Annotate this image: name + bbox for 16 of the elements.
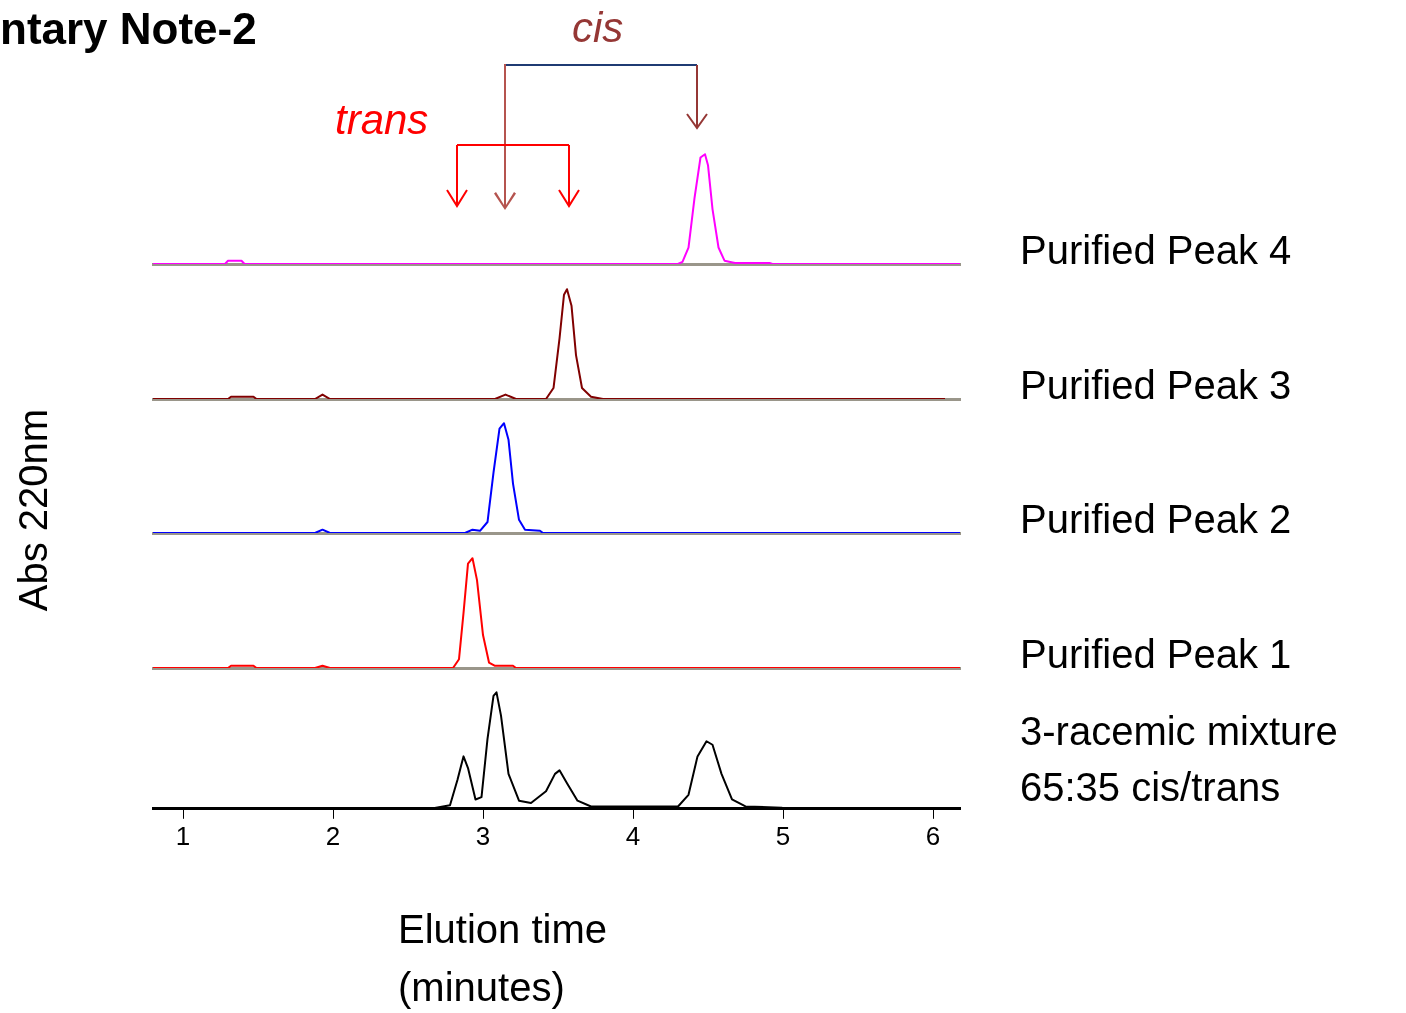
series-label: 3-racemic mixture 65:35 cis/trans	[1020, 708, 1339, 811]
text: cis	[572, 4, 624, 52]
y-axis-title: Abs 220nm	[10, 408, 56, 612]
series-label: Purified Peak 2	[1020, 496, 1293, 543]
x-tick-label: 5	[775, 820, 791, 851]
series-label: Purified Peak 1	[1020, 630, 1293, 678]
text: trans	[335, 96, 429, 144]
x-tick-label: 4	[625, 820, 641, 851]
x-tick-label: 1	[175, 820, 191, 851]
x-tick-label: 2	[325, 820, 341, 851]
x-tick-label: 6	[925, 820, 941, 851]
x-axis-title: Elution time (minutes)	[398, 906, 608, 1011]
series-label: Purified Peak 4	[1020, 227, 1293, 274]
series-label: Purified Peak 3	[1020, 361, 1293, 409]
x-tick-label: 3	[475, 820, 491, 851]
chart-title: ntary Note-2	[0, 4, 258, 54]
